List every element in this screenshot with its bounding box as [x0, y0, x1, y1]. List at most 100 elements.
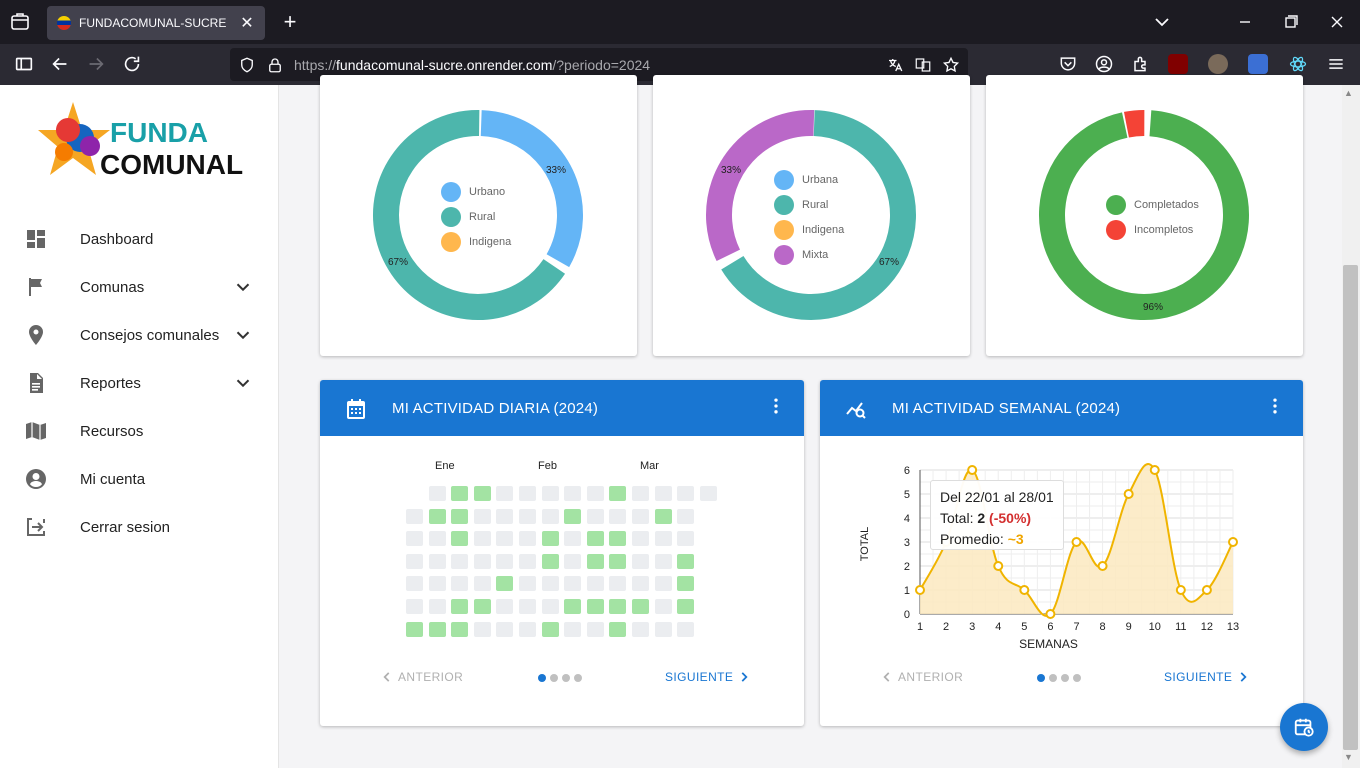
- heatmap-cell[interactable]: [632, 553, 649, 569]
- heatmap-cell[interactable]: [654, 621, 672, 637]
- heatmap-cell[interactable]: [541, 621, 559, 637]
- sidebar-item-dashboard[interactable]: Dashboard: [0, 219, 279, 259]
- pocket-icon[interactable]: [1058, 54, 1078, 74]
- heatmap-cell[interactable]: [632, 599, 649, 614]
- heatmap-cell[interactable]: [632, 576, 649, 592]
- legend-item[interactable]: Completados: [1106, 192, 1199, 217]
- scroll-down-arrow-icon[interactable]: ▼: [1344, 752, 1353, 762]
- heatmap-cell[interactable]: [451, 599, 469, 614]
- heatmap-cell[interactable]: [632, 508, 649, 524]
- sidebar-item-recursos[interactable]: Recursos: [0, 411, 279, 451]
- heatmap-cell[interactable]: [406, 576, 423, 592]
- heatmap-cell[interactable]: [586, 576, 604, 592]
- heatmap-cell[interactable]: [496, 531, 514, 547]
- heatmap-cell[interactable]: [496, 576, 514, 592]
- heatmap-cell[interactable]: [677, 486, 695, 501]
- sidebar-item-reportes[interactable]: Reportes: [0, 363, 279, 403]
- heatmap-cell[interactable]: [541, 599, 559, 614]
- heatmap-cell[interactable]: [677, 553, 695, 569]
- heatmap-cell[interactable]: [496, 553, 514, 569]
- heatmap-cell[interactable]: [541, 553, 559, 569]
- pager-dot[interactable]: [562, 674, 570, 682]
- heatmap-cell[interactable]: [632, 621, 649, 637]
- back-icon[interactable]: [49, 53, 71, 75]
- previous-button[interactable]: ANTERIOR: [880, 670, 963, 684]
- heatmap-cell[interactable]: [519, 599, 536, 614]
- next-button[interactable]: SIGUIENTE: [665, 670, 751, 684]
- heatmap-cell[interactable]: [473, 599, 491, 614]
- heatmap-cell[interactable]: [564, 599, 582, 614]
- heatmap-cell[interactable]: [654, 486, 672, 501]
- heatmap-cell[interactable]: [699, 486, 717, 501]
- next-button[interactable]: SIGUIENTE: [1164, 670, 1250, 684]
- tab-overflow-chevron-icon[interactable]: [1150, 10, 1174, 34]
- heatmap-cell[interactable]: [406, 531, 423, 547]
- heatmap-cell[interactable]: [564, 531, 582, 547]
- heatmap-cell[interactable]: [451, 508, 469, 524]
- pager-dot[interactable]: [550, 674, 558, 682]
- heatmap-cell[interactable]: [451, 576, 469, 592]
- heatmap-cell[interactable]: [632, 486, 649, 501]
- heatmap-cell[interactable]: [428, 621, 446, 637]
- legend-item[interactable]: Rural: [774, 192, 844, 217]
- pager-dot[interactable]: [1061, 674, 1069, 682]
- chevron-down-icon[interactable]: [232, 276, 254, 298]
- heatmap-cell[interactable]: [654, 531, 672, 547]
- shield-icon[interactable]: [238, 56, 256, 74]
- heatmap-cell[interactable]: [654, 599, 672, 614]
- heatmap-cell[interactable]: [586, 486, 604, 501]
- react-devtools-icon[interactable]: [1288, 54, 1308, 74]
- heatmap-cell[interactable]: [519, 553, 536, 569]
- maximize-icon[interactable]: [1279, 10, 1303, 34]
- heatmap-cell[interactable]: [519, 621, 536, 637]
- heatmap-cell[interactable]: [654, 576, 672, 592]
- more-vert-icon[interactable]: [766, 394, 786, 418]
- heatmap-cell[interactable]: [564, 576, 582, 592]
- sidebar-item-consejos-comunales[interactable]: Consejos comunales: [0, 315, 279, 355]
- heatmap-cell[interactable]: [609, 576, 627, 592]
- heatmap-cell[interactable]: [451, 553, 469, 569]
- heatmap-cell[interactable]: [473, 508, 491, 524]
- heatmap-cell[interactable]: [473, 576, 491, 592]
- heatmap-cell[interactable]: [496, 508, 514, 524]
- heatmap-cell[interactable]: [473, 621, 491, 637]
- pager-dot[interactable]: [574, 674, 582, 682]
- sidebar-item-cerrar-sesion[interactable]: Cerrar sesion: [0, 507, 279, 547]
- heatmap-cell[interactable]: [677, 576, 695, 592]
- heatmap-cell[interactable]: [473, 553, 491, 569]
- scrollbar-thumb[interactable]: [1343, 265, 1358, 750]
- tab-close-icon[interactable]: ✕: [240, 15, 254, 32]
- heatmap-cell[interactable]: [406, 599, 423, 614]
- heatmap-cell[interactable]: [677, 599, 695, 614]
- heatmap-cell[interactable]: [677, 621, 695, 637]
- heatmap-cell[interactable]: [654, 553, 672, 569]
- heatmap-cell[interactable]: [451, 621, 469, 637]
- translate-extension-icon[interactable]: [1248, 54, 1268, 74]
- ublock-icon[interactable]: [1168, 54, 1188, 74]
- chevron-down-icon[interactable]: [232, 372, 254, 394]
- heatmap-cell[interactable]: [428, 486, 446, 501]
- pager-dot[interactable]: [1073, 674, 1081, 682]
- heatmap-cell[interactable]: [609, 508, 627, 524]
- legend-item[interactable]: Indigena: [774, 217, 844, 242]
- legend-item[interactable]: Urbano: [441, 179, 511, 204]
- heatmap-cell[interactable]: [564, 508, 582, 524]
- heatmap-cell[interactable]: [406, 553, 423, 569]
- heatmap-cell[interactable]: [609, 553, 627, 569]
- calendar-period-fab[interactable]: [1280, 703, 1328, 751]
- heatmap-cell[interactable]: [609, 531, 627, 547]
- lock-icon[interactable]: [266, 56, 284, 74]
- heatmap-cell[interactable]: [609, 599, 627, 614]
- pager-dot[interactable]: [1037, 674, 1045, 682]
- heatmap-cell[interactable]: [654, 508, 672, 524]
- heatmap-cell[interactable]: [519, 508, 536, 524]
- heatmap-cell[interactable]: [632, 531, 649, 547]
- heatmap-cell[interactable]: [496, 621, 514, 637]
- heatmap-cell[interactable]: [406, 621, 423, 637]
- bookmark-star-icon[interactable]: [942, 56, 960, 74]
- legend-item[interactable]: Indigena: [441, 229, 511, 254]
- extensions-icon[interactable]: [1130, 54, 1150, 74]
- translate-page-icon[interactable]: [914, 56, 932, 74]
- heatmap-cell[interactable]: [541, 486, 559, 501]
- more-vert-icon[interactable]: [1265, 394, 1285, 418]
